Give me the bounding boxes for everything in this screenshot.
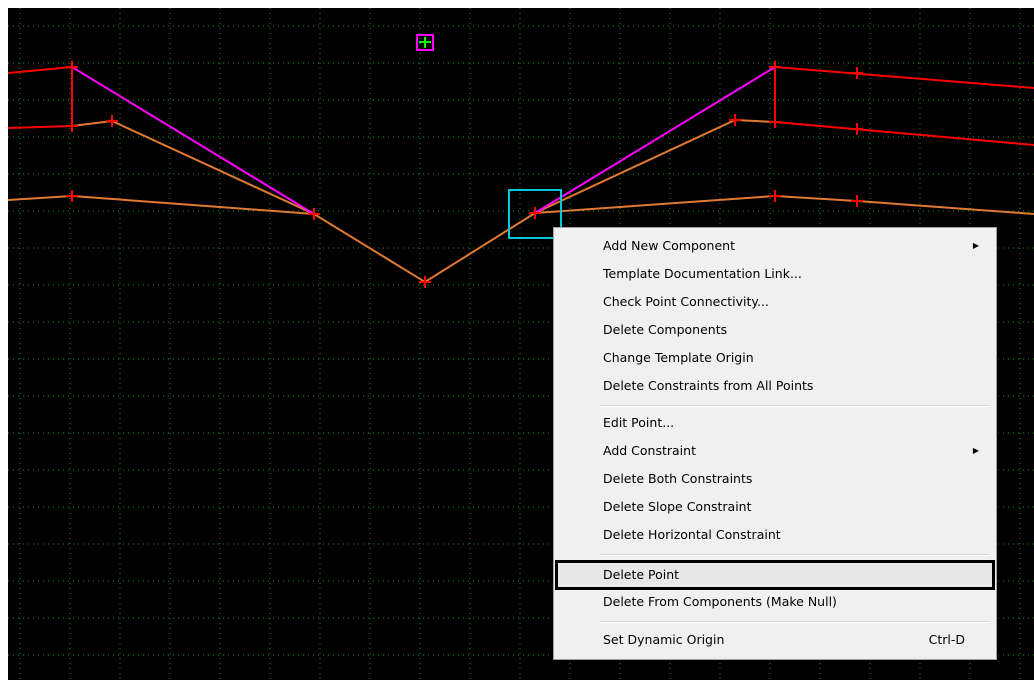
red-segment xyxy=(8,125,73,129)
menu-item-label: Change Template Origin xyxy=(603,350,754,365)
red-segment xyxy=(774,66,1034,89)
origin-marker-icon xyxy=(416,34,434,51)
menu-item-delete-point[interactable]: Delete Point xyxy=(555,560,995,590)
magenta-segment xyxy=(71,66,315,215)
menu-item-delete-slope-constraint[interactable]: Delete Slope Constraint xyxy=(557,494,993,520)
menu-separator xyxy=(600,405,990,407)
menu-item-delete-both-constraints[interactable]: Delete Both Constraints xyxy=(557,466,993,492)
menu-item-label: Check Point Connectivity... xyxy=(603,294,769,309)
menu-item-label: Delete Both Constraints xyxy=(603,471,753,486)
magenta-segment xyxy=(534,66,776,214)
selection-box xyxy=(508,189,562,239)
menu-separator xyxy=(600,621,990,623)
triangle-right-icon: ▶ xyxy=(972,241,979,250)
menu-item-label: Delete Components xyxy=(603,322,728,337)
menu-item-label: Delete From Components (Make Null) xyxy=(603,594,837,609)
menu-item-label: Set Dynamic Origin xyxy=(603,632,725,647)
context-menu: Add New Component ▶ Template Documentati… xyxy=(553,227,997,660)
triangle-right-icon: ▶ xyxy=(972,446,979,455)
menu-item-delete-from-components[interactable]: Delete From Components (Make Null) xyxy=(557,589,993,615)
menu-item-edit-point[interactable]: Edit Point... xyxy=(557,410,993,436)
menu-item-delete-horizontal-constraint[interactable]: Delete Horizontal Constraint xyxy=(557,522,993,548)
menu-item-label: Add Constraint xyxy=(603,443,696,458)
menu-item-delete-constraints-all-points[interactable]: Delete Constraints from All Points xyxy=(557,373,993,399)
menu-item-set-dynamic-origin[interactable]: Set Dynamic Origin Ctrl-D xyxy=(557,627,993,653)
red-segment xyxy=(8,66,73,74)
red-segment xyxy=(774,121,1034,146)
menu-item-check-point-connectivity[interactable]: Check Point Connectivity... xyxy=(557,289,993,315)
menu-item-label: Delete Horizontal Constraint xyxy=(603,527,781,542)
menu-item-label: Delete Slope Constraint xyxy=(603,499,752,514)
orange-segment xyxy=(534,194,1034,215)
menu-item-label: Edit Point... xyxy=(603,415,675,430)
menu-item-add-new-component[interactable]: Add New Component ▶ xyxy=(557,233,993,259)
menu-item-shortcut: Ctrl-D xyxy=(928,632,965,647)
menu-item-label: Add New Component xyxy=(603,238,735,253)
menu-item-label: Delete Constraints from All Points xyxy=(603,378,814,393)
menu-separator xyxy=(600,554,990,556)
menu-item-label: Template Documentation Link... xyxy=(603,266,802,281)
menu-item-change-template-origin[interactable]: Change Template Origin xyxy=(557,345,993,371)
menu-item-delete-components[interactable]: Delete Components xyxy=(557,317,993,343)
menu-item-template-documentation-link[interactable]: Template Documentation Link... xyxy=(557,261,993,287)
menu-item-label: Delete Point xyxy=(603,567,680,582)
menu-item-add-constraint[interactable]: Add Constraint ▶ xyxy=(557,438,993,464)
